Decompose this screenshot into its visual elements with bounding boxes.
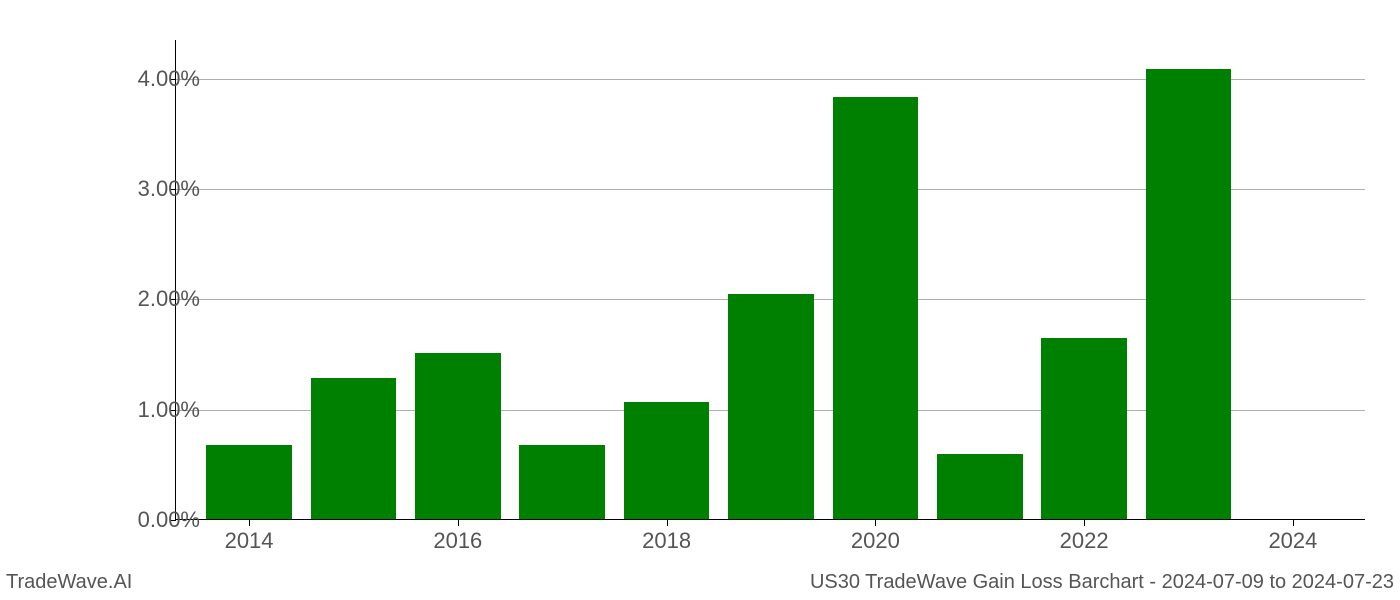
bar (833, 97, 919, 519)
x-tick-mark (1084, 520, 1085, 526)
y-tick-label: 4.00% (138, 66, 200, 92)
x-tick-label: 2020 (851, 528, 900, 554)
bar (415, 353, 501, 519)
footer-left-text: TradeWave.AI (6, 571, 132, 594)
bar (1041, 338, 1127, 519)
bar (937, 454, 1023, 519)
y-tick-label: 0.00% (138, 507, 200, 533)
bar (1146, 69, 1232, 519)
plot-area: 201420162018202020222024 (175, 40, 1365, 520)
y-tick-label: 1.00% (138, 397, 200, 423)
bar (311, 378, 397, 519)
bar-chart: 201420162018202020222024 (175, 40, 1365, 520)
y-tick-label: 3.00% (138, 176, 200, 202)
x-tick-mark (458, 520, 459, 526)
x-tick-label: 2014 (225, 528, 274, 554)
x-tick-label: 2018 (642, 528, 691, 554)
x-tick-mark (667, 520, 668, 526)
x-tick-label: 2016 (433, 528, 482, 554)
x-tick-label: 2024 (1268, 528, 1317, 554)
bar (519, 445, 605, 519)
x-tick-mark (1293, 520, 1294, 526)
y-tick-label: 2.00% (138, 286, 200, 312)
bar (624, 402, 710, 519)
bar (206, 445, 292, 519)
footer-right-text: US30 TradeWave Gain Loss Barchart - 2024… (810, 571, 1394, 594)
bar (728, 294, 814, 519)
x-tick-mark (249, 520, 250, 526)
x-tick-mark (875, 520, 876, 526)
x-tick-label: 2022 (1060, 528, 1109, 554)
